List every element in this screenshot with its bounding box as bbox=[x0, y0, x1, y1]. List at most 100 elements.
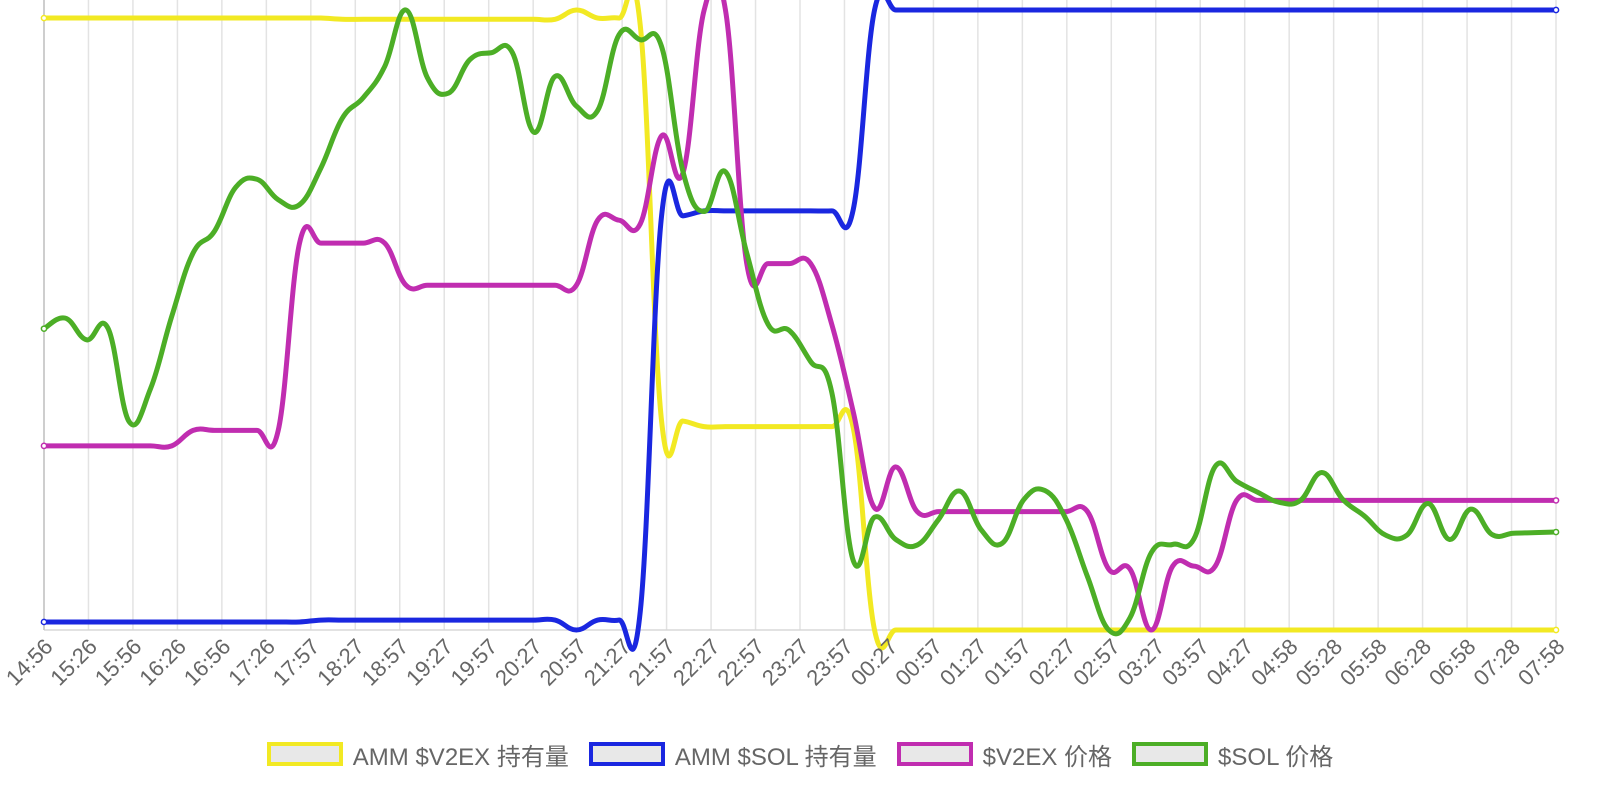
data-point bbox=[382, 241, 387, 246]
data-point bbox=[915, 543, 920, 548]
legend-item[interactable]: AMM $V2EX 持有量 bbox=[266, 737, 569, 772]
data-point bbox=[1468, 628, 1473, 632]
data-point bbox=[1447, 498, 1452, 503]
data-point bbox=[1191, 536, 1196, 541]
data-point bbox=[297, 619, 302, 624]
data-point bbox=[467, 283, 472, 288]
data-point bbox=[851, 409, 856, 414]
data-point bbox=[659, 213, 664, 218]
data-point bbox=[191, 16, 196, 21]
data-point bbox=[1468, 507, 1473, 512]
data-point bbox=[616, 16, 621, 21]
data-point bbox=[574, 628, 579, 632]
data-point bbox=[1234, 628, 1239, 632]
data-point bbox=[382, 17, 387, 22]
x-tick-label: 22:57 bbox=[712, 634, 769, 691]
data-point bbox=[127, 419, 132, 424]
x-tick-label: 01:27 bbox=[935, 634, 992, 691]
data-point bbox=[105, 16, 110, 21]
data-point bbox=[446, 17, 451, 22]
data-point bbox=[1000, 628, 1005, 632]
data-point bbox=[1064, 517, 1069, 522]
data-point bbox=[1149, 550, 1154, 555]
data-point bbox=[766, 261, 771, 266]
data-point bbox=[127, 16, 132, 21]
x-tick-label: 19:57 bbox=[446, 634, 503, 691]
x-tick-label: 16:56 bbox=[179, 634, 236, 691]
data-point bbox=[1255, 490, 1260, 495]
data-point bbox=[893, 8, 898, 12]
data-point bbox=[63, 316, 68, 321]
data-point bbox=[659, 44, 664, 49]
data-point bbox=[1042, 8, 1047, 12]
data-point bbox=[723, 169, 728, 174]
data-point bbox=[808, 424, 813, 429]
data-point bbox=[1255, 8, 1260, 12]
data-point bbox=[1021, 509, 1026, 514]
series-line bbox=[41, 0, 1559, 633]
data-point bbox=[872, 8, 877, 12]
x-tick-label: 04:58 bbox=[1246, 634, 1303, 691]
data-point bbox=[1021, 8, 1026, 12]
data-point bbox=[1170, 8, 1175, 12]
data-point bbox=[404, 283, 409, 288]
x-tick-label: 15:56 bbox=[90, 634, 147, 691]
x-tick-label: 04:27 bbox=[1202, 634, 1259, 691]
data-point bbox=[1234, 498, 1239, 503]
data-point bbox=[766, 424, 771, 429]
x-tick-label: 17:57 bbox=[268, 634, 325, 691]
legend-label: $SOL 价格 bbox=[1218, 743, 1334, 771]
data-point bbox=[1042, 488, 1047, 493]
data-point bbox=[1170, 542, 1175, 547]
data-point bbox=[638, 609, 643, 614]
data-point bbox=[425, 75, 430, 80]
data-point bbox=[361, 241, 366, 246]
data-point bbox=[616, 32, 621, 37]
data-point bbox=[638, 37, 643, 42]
x-tick-label: 23:27 bbox=[757, 634, 814, 691]
data-point bbox=[40, 442, 48, 450]
data-point bbox=[702, 424, 707, 429]
data-point bbox=[148, 386, 153, 391]
data-point bbox=[127, 619, 132, 624]
data-point bbox=[574, 104, 579, 109]
series-4 bbox=[40, 7, 1560, 637]
x-tick-label: 21:57 bbox=[624, 634, 681, 691]
legend-item[interactable]: $V2EX 价格 bbox=[896, 737, 1112, 772]
data-point bbox=[893, 628, 898, 632]
data-point bbox=[63, 619, 68, 624]
data-point bbox=[1255, 628, 1260, 632]
legend-swatch bbox=[1132, 742, 1209, 766]
data-point bbox=[702, 209, 707, 214]
data-point bbox=[1128, 615, 1133, 620]
data-point bbox=[1000, 541, 1005, 546]
data-point bbox=[1341, 628, 1346, 632]
data-point bbox=[425, 283, 430, 288]
data-point bbox=[808, 261, 813, 266]
data-point bbox=[1213, 628, 1218, 632]
data-point bbox=[1362, 513, 1367, 518]
data-point bbox=[276, 16, 281, 21]
data-point bbox=[489, 50, 494, 55]
data-point bbox=[1021, 497, 1026, 502]
data-point bbox=[659, 419, 664, 424]
data-point bbox=[872, 515, 877, 520]
data-point bbox=[1064, 8, 1069, 12]
data-point bbox=[1404, 498, 1409, 503]
data-point bbox=[510, 618, 515, 623]
data-point bbox=[1298, 498, 1303, 503]
legend-item[interactable]: $SOL 价格 bbox=[1132, 737, 1333, 772]
data-point bbox=[1447, 8, 1452, 12]
data-point bbox=[915, 628, 920, 632]
data-point bbox=[616, 218, 621, 223]
data-point bbox=[318, 241, 323, 246]
data-point bbox=[808, 208, 813, 213]
data-point bbox=[318, 618, 323, 623]
legend-item[interactable]: AMM $SOL 持有量 bbox=[588, 737, 877, 772]
data-point bbox=[148, 619, 153, 624]
data-point bbox=[1490, 8, 1495, 12]
data-point bbox=[1191, 628, 1196, 632]
data-point bbox=[1468, 8, 1473, 12]
data-point bbox=[84, 619, 89, 624]
data-point bbox=[1149, 8, 1154, 12]
